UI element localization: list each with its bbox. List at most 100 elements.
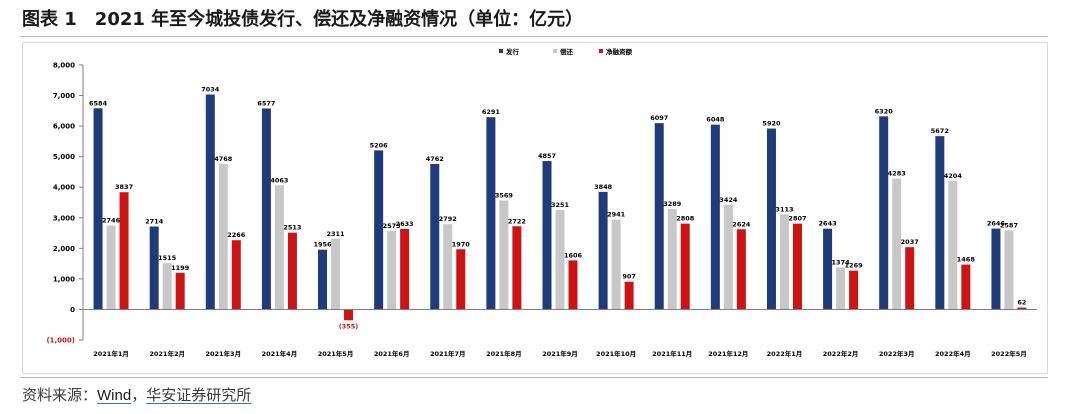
x-tick-label-3: 2021年3月 bbox=[205, 349, 241, 358]
data-label-3-17: 62 bbox=[1017, 299, 1026, 307]
source-separator: ， bbox=[131, 386, 147, 404]
data-label-2-8: 3569 bbox=[495, 191, 514, 199]
data-label-1-6: 5206 bbox=[370, 141, 389, 149]
data-label-3-7: 1970 bbox=[452, 240, 471, 248]
data-label-1-4: 6577 bbox=[257, 99, 275, 107]
bar-1-14 bbox=[823, 228, 833, 310]
data-label-2-12: 3424 bbox=[719, 196, 738, 204]
bar-2-4 bbox=[274, 185, 284, 310]
data-label-1-8: 6291 bbox=[482, 108, 501, 116]
bar-2-8 bbox=[499, 200, 509, 310]
bar-2-17 bbox=[1004, 230, 1014, 310]
data-label-2-3: 4768 bbox=[214, 155, 233, 163]
y-tick-label: 5,000 bbox=[53, 153, 75, 161]
data-label-1-12: 6048 bbox=[706, 116, 725, 124]
data-label-1-16: 5672 bbox=[931, 127, 949, 135]
y-tick-label: 2,000 bbox=[53, 245, 75, 253]
data-label-2-6: 2573 bbox=[383, 222, 401, 230]
data-label-2-13: 3113 bbox=[775, 205, 793, 213]
data-label-3-6: 2633 bbox=[396, 220, 414, 228]
x-tick-label-12: 2021年12月 bbox=[708, 349, 748, 358]
x-tick-label-9: 2021年9月 bbox=[542, 349, 578, 358]
data-label-3-8: 2722 bbox=[508, 217, 526, 225]
bar-3-14 bbox=[849, 270, 859, 310]
bar-1-4 bbox=[261, 108, 271, 310]
data-label-1-2: 2714 bbox=[145, 218, 164, 226]
y-tick-label: 6,000 bbox=[53, 123, 75, 131]
legend-label-2: 偿还 bbox=[560, 47, 574, 56]
bar-2-5 bbox=[331, 238, 341, 310]
legend-swatch-3 bbox=[599, 49, 603, 53]
data-label-1-9: 4857 bbox=[538, 152, 556, 160]
source-note: 资料来源：Wind，华安证券研究所 bbox=[22, 383, 251, 407]
data-label-1-10: 3848 bbox=[594, 183, 613, 191]
bar-1-17 bbox=[991, 228, 1001, 310]
data-label-2-4: 4063 bbox=[270, 176, 288, 184]
bar-1-1 bbox=[93, 108, 103, 310]
x-tick-label-14: 2022年2月 bbox=[823, 349, 859, 358]
data-label-2-17: 2587 bbox=[1000, 221, 1018, 229]
bar-3-8 bbox=[512, 226, 522, 310]
data-label-3-10: 907 bbox=[622, 273, 636, 281]
data-label-3-11: 2808 bbox=[676, 215, 695, 223]
x-tick-label-10: 2021年10月 bbox=[596, 349, 636, 358]
x-tick-label-1: 2021年1月 bbox=[93, 349, 129, 358]
data-label-1-15: 6320 bbox=[875, 107, 894, 115]
bar-3-1 bbox=[119, 192, 129, 310]
data-label-2-2: 1515 bbox=[158, 254, 177, 262]
x-tick-label-6: 2021年6月 bbox=[374, 349, 410, 358]
y-tick-label: 4,000 bbox=[53, 184, 75, 192]
bar-2-11 bbox=[667, 208, 677, 310]
bar-2-7 bbox=[443, 224, 453, 310]
bar-2-15 bbox=[892, 178, 902, 310]
legend-label-1: 发行 bbox=[505, 47, 520, 56]
bar-3-12 bbox=[736, 229, 746, 310]
chart-legend: 发行 偿还 净融资额 bbox=[499, 47, 633, 56]
data-label-3-5: (355) bbox=[339, 322, 359, 330]
bar-3-15 bbox=[905, 247, 915, 310]
bar-3-10 bbox=[624, 281, 634, 310]
title-divider bbox=[20, 36, 1048, 37]
legend-label-3: 净融资额 bbox=[606, 47, 633, 56]
bar-2-1 bbox=[106, 225, 116, 310]
bar-1-12 bbox=[710, 124, 720, 310]
data-label-3-1: 3837 bbox=[115, 183, 133, 191]
x-axis: 2021年1月 2021年2月 2021年3月 2021年4月 2021年5月 2021年… bbox=[83, 308, 1037, 358]
bar-series bbox=[93, 94, 1027, 321]
x-tick-label-2: 2021年2月 bbox=[149, 349, 185, 358]
data-label-2-5: 2311 bbox=[326, 230, 345, 238]
x-tick-label-16: 2022年4月 bbox=[935, 349, 971, 358]
bar-1-8 bbox=[486, 117, 496, 310]
y-tick-label: 0 bbox=[70, 306, 75, 314]
bar-2-10 bbox=[611, 219, 621, 310]
bar-2-2 bbox=[162, 263, 172, 310]
bar-1-9 bbox=[542, 161, 552, 310]
data-label-3-16: 1468 bbox=[957, 256, 976, 264]
bar-1-16 bbox=[935, 136, 945, 310]
bar-3-6 bbox=[400, 228, 410, 310]
data-label-1-11: 6097 bbox=[650, 114, 668, 122]
data-label-3-2: 1199 bbox=[171, 264, 190, 272]
data-label-1-13: 5920 bbox=[762, 120, 781, 128]
bar-3-13 bbox=[792, 223, 802, 310]
y-tick-label: 7,000 bbox=[53, 92, 75, 100]
bar-3-2 bbox=[175, 272, 185, 310]
x-tick-label-5: 2021年5月 bbox=[318, 349, 354, 358]
data-label-3-4: 2513 bbox=[283, 224, 301, 232]
x-tick-label-8: 2021年8月 bbox=[486, 349, 522, 358]
x-tick-label-11: 2021年11月 bbox=[652, 349, 692, 358]
bar-1-10 bbox=[598, 191, 608, 310]
data-label-1-3: 7034 bbox=[201, 86, 220, 94]
bar-2-14 bbox=[836, 267, 846, 310]
data-label-3-3: 2266 bbox=[227, 231, 246, 239]
bar-1-15 bbox=[879, 116, 889, 310]
bar-3-4 bbox=[287, 232, 297, 310]
data-label-3-9: 1606 bbox=[564, 251, 583, 259]
bar-2-12 bbox=[723, 204, 733, 310]
legend-swatch-2 bbox=[553, 49, 557, 53]
bar-1-6 bbox=[374, 150, 384, 310]
data-labels: 6584 2746 3837 2714 1515 1199 7034 4768 2266 6577… bbox=[89, 86, 1026, 331]
data-label-3-15: 2037 bbox=[901, 238, 919, 246]
bar-1-7 bbox=[430, 163, 440, 310]
data-label-2-14: 1374 bbox=[832, 258, 851, 266]
